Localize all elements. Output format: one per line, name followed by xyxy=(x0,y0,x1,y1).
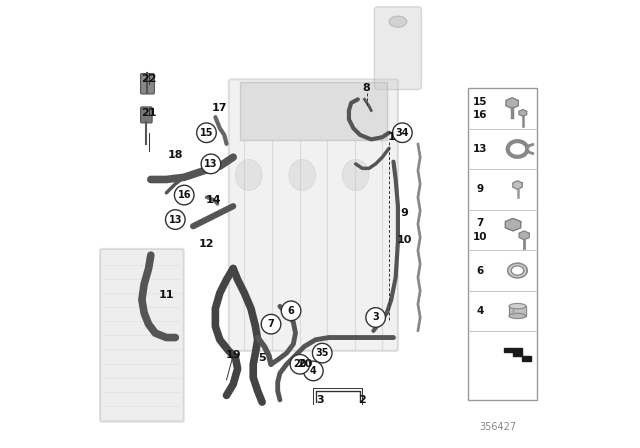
Text: 34: 34 xyxy=(396,128,409,138)
Ellipse shape xyxy=(509,313,526,319)
Polygon shape xyxy=(511,266,524,275)
Text: 18: 18 xyxy=(168,150,183,160)
FancyBboxPatch shape xyxy=(141,107,152,123)
FancyBboxPatch shape xyxy=(374,7,422,90)
Text: 35: 35 xyxy=(316,348,329,358)
Text: 13: 13 xyxy=(473,144,488,154)
Text: 20: 20 xyxy=(297,359,312,369)
Circle shape xyxy=(290,354,310,374)
Bar xyxy=(240,82,387,140)
Text: 13: 13 xyxy=(168,215,182,224)
Text: 12: 12 xyxy=(198,239,214,249)
Circle shape xyxy=(201,154,221,174)
Text: 11: 11 xyxy=(159,290,174,300)
FancyBboxPatch shape xyxy=(228,79,398,351)
Text: 15: 15 xyxy=(200,128,213,138)
Text: 4: 4 xyxy=(477,306,484,316)
Text: 8: 8 xyxy=(363,83,371,93)
Ellipse shape xyxy=(342,159,369,190)
Polygon shape xyxy=(506,219,521,231)
Polygon shape xyxy=(519,110,527,116)
Polygon shape xyxy=(519,231,529,240)
Text: 1: 1 xyxy=(387,132,395,142)
Circle shape xyxy=(281,301,301,321)
Text: 356427: 356427 xyxy=(479,422,516,431)
Circle shape xyxy=(175,185,194,205)
Text: 3: 3 xyxy=(372,313,379,323)
Text: 16: 16 xyxy=(177,190,191,200)
Circle shape xyxy=(366,308,385,327)
FancyBboxPatch shape xyxy=(141,73,154,94)
Text: 9: 9 xyxy=(477,185,484,194)
Text: 21: 21 xyxy=(141,108,156,118)
Text: 20: 20 xyxy=(293,359,307,369)
Circle shape xyxy=(261,314,281,334)
Text: 7: 7 xyxy=(268,319,275,329)
Circle shape xyxy=(312,343,332,363)
Text: 6: 6 xyxy=(477,266,484,276)
Ellipse shape xyxy=(289,159,316,190)
Circle shape xyxy=(196,123,216,142)
Polygon shape xyxy=(509,306,526,316)
Text: 6: 6 xyxy=(288,306,294,316)
Bar xyxy=(468,88,537,400)
Text: 4: 4 xyxy=(310,366,317,376)
Circle shape xyxy=(392,123,412,142)
Polygon shape xyxy=(506,98,518,108)
Polygon shape xyxy=(504,349,531,361)
Text: 19: 19 xyxy=(225,350,241,360)
Text: 15
16: 15 16 xyxy=(473,97,488,120)
Text: 14: 14 xyxy=(205,194,221,205)
Text: 5: 5 xyxy=(259,353,266,362)
Text: 13: 13 xyxy=(204,159,218,169)
Polygon shape xyxy=(508,263,527,278)
Text: 10: 10 xyxy=(397,235,412,245)
Polygon shape xyxy=(513,181,522,190)
Text: 7
10: 7 10 xyxy=(473,219,488,241)
Ellipse shape xyxy=(509,303,526,309)
Ellipse shape xyxy=(236,159,262,190)
FancyBboxPatch shape xyxy=(100,249,184,422)
Ellipse shape xyxy=(389,16,407,27)
Circle shape xyxy=(303,361,323,381)
Text: 3: 3 xyxy=(316,395,324,405)
Text: 2: 2 xyxy=(358,395,366,405)
Text: 17: 17 xyxy=(212,103,228,113)
Text: 22: 22 xyxy=(141,74,156,84)
Circle shape xyxy=(166,210,185,229)
Text: 9: 9 xyxy=(401,208,408,218)
